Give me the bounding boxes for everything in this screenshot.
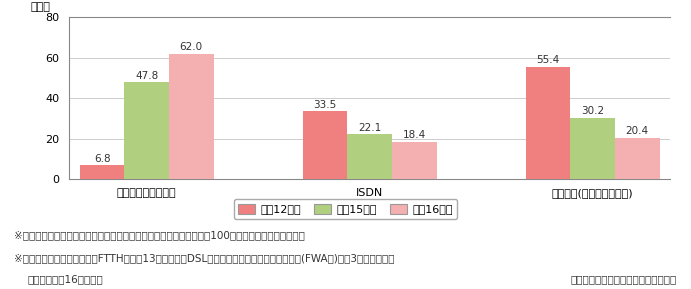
- Text: 33.5: 33.5: [314, 100, 337, 110]
- Bar: [615, 138, 660, 179]
- Text: ※２　ブロードバンド回線：FTTH（平成13年から）、DSL、ケーブルインターネット、無線(FWA等)、第3世代携帯電話: ※２ ブロードバンド回線：FTTH（平成13年から）、DSL、ケーブルインターネ…: [14, 253, 395, 264]
- Bar: [169, 54, 214, 179]
- Text: 18.4: 18.4: [403, 130, 426, 140]
- Text: 47.8: 47.8: [135, 71, 158, 81]
- Text: （平成16年のみ）: （平成16年のみ）: [28, 274, 104, 284]
- Bar: [526, 67, 570, 179]
- Text: 62.0: 62.0: [180, 42, 203, 52]
- Text: 30.2: 30.2: [581, 106, 604, 116]
- Legend: 平成12年末, 平成15年末, 平成16年末: 平成12年末, 平成15年末, 平成16年末: [234, 199, 457, 219]
- Bar: [570, 118, 615, 179]
- Text: 6.8: 6.8: [94, 154, 111, 164]
- Bar: [124, 82, 169, 179]
- Text: （出典）総務省「通信利用動向調査」: （出典）総務省「通信利用動向調査」: [571, 274, 677, 284]
- Text: 22.1: 22.1: [358, 123, 381, 133]
- Text: 20.4: 20.4: [626, 126, 649, 136]
- Text: 55.4: 55.4: [536, 55, 560, 66]
- Bar: [392, 142, 437, 179]
- Bar: [348, 134, 392, 179]
- Bar: [303, 111, 348, 179]
- Text: （％）: （％）: [30, 3, 50, 12]
- Text: ※１　複数回答であり、上記以外の選択肢もあるため、各年の合計が100とは一致しないこともある: ※１ 複数回答であり、上記以外の選択肢もあるため、各年の合計が100とは一致しな…: [14, 230, 305, 240]
- Bar: [79, 165, 124, 179]
